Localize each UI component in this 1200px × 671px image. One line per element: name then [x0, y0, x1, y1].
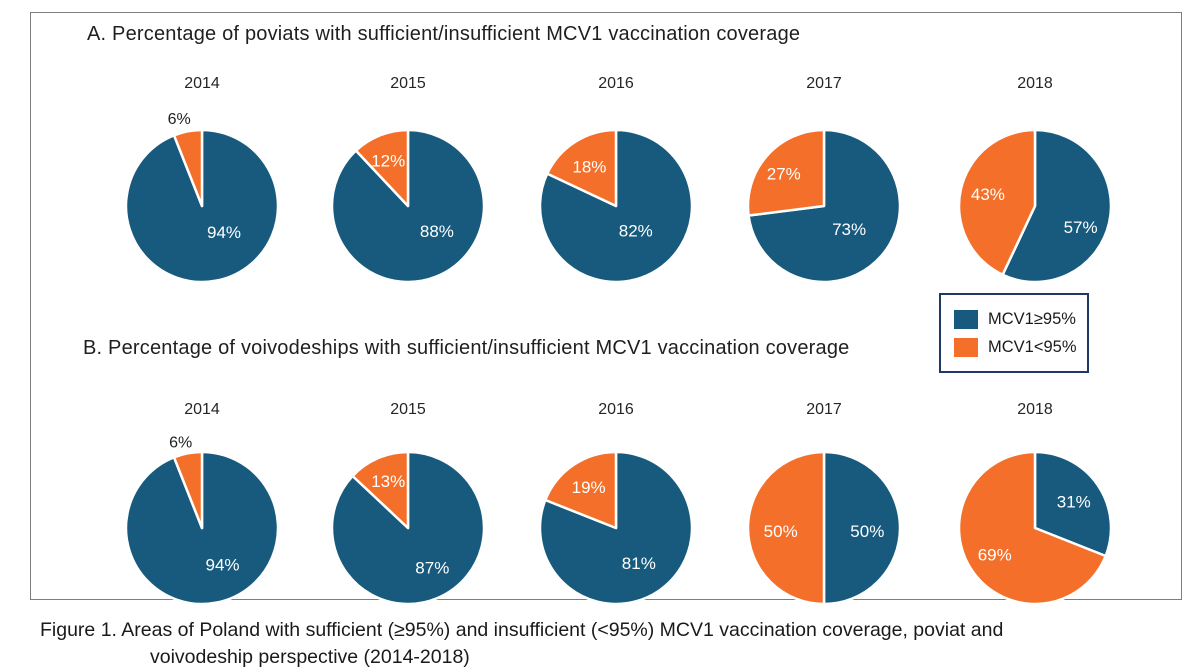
slice-label-sufficient-a-2017: 73%	[832, 220, 866, 239]
pie-chart-a-2018: 57% 43%	[957, 128, 1113, 284]
year-label-a-2018: 2018	[1017, 75, 1053, 92]
slice-label-insufficient-a-2017: 27%	[767, 164, 801, 183]
slice-insufficient-a-2015	[354, 128, 410, 208]
slice-label-insufficient-b-2018: 69%	[978, 546, 1012, 565]
slice-label-insufficient-a-2014: 6%	[168, 111, 191, 128]
slice-insufficient-a-2014	[172, 128, 204, 208]
legend: MCV1≥95% MCV1<95%	[939, 293, 1089, 373]
pie-chart-a-2015: 88% 12%	[330, 128, 486, 284]
slice-insufficient-b-2015	[351, 450, 410, 530]
pie-chart-b-2014: 94% 6%	[124, 435, 280, 606]
slice-label-sufficient-a-2014: 94%	[207, 223, 241, 242]
caption-line-2: voivodeship perspective (2014-2018)	[150, 646, 470, 668]
slice-label-sufficient-b-2014: 94%	[206, 555, 240, 574]
slice-sufficient-a-2018	[1001, 128, 1113, 284]
year-label-b-2017: 2017	[806, 401, 842, 418]
slice-label-insufficient-b-2014: 6%	[169, 435, 192, 452]
slice-insufficient-b-2018	[957, 450, 1107, 606]
panel-a-title: A. Percentage of poviats with sufficient…	[87, 23, 801, 45]
legend-item-sufficient: MCV1≥95%	[954, 309, 1087, 329]
slice-label-insufficient-b-2016: 19%	[572, 478, 606, 497]
year-label-a-2016: 2016	[598, 75, 634, 92]
year-label-a-2017: 2017	[806, 75, 842, 92]
year-label-b-2016: 2016	[598, 401, 634, 418]
slice-insufficient-a-2017	[746, 128, 826, 217]
panel-b-title: B. Percentage of voivodeships with suffi…	[83, 337, 850, 359]
pie-chart-a-2017: 73% 27%	[746, 128, 902, 284]
pie-chart-b-2018: 31% 69%	[957, 450, 1113, 606]
slice-insufficient-a-2016	[545, 128, 618, 208]
slice-label-sufficient-a-2015: 88%	[420, 222, 454, 241]
slice-label-insufficient-a-2018: 43%	[971, 185, 1005, 204]
slice-label-sufficient-a-2016: 82%	[619, 221, 653, 240]
caption-line-1: Figure 1. Areas of Poland with sufficien…	[40, 619, 1004, 641]
year-label-b-2014: 2014	[184, 401, 220, 418]
year-label-b-2015: 2015	[390, 401, 426, 418]
slice-sufficient-b-2017	[822, 450, 902, 606]
slice-label-insufficient-b-2017: 50%	[764, 522, 798, 541]
slice-sufficient-b-2018	[1033, 450, 1113, 558]
pie-chart-a-2014: 94% 6%	[124, 111, 280, 284]
slice-label-sufficient-b-2018: 31%	[1057, 492, 1091, 511]
slice-sufficient-b-2016	[538, 450, 694, 606]
year-label-a-2014: 2014	[184, 75, 220, 92]
pie-chart-b-2017: 50% 50%	[746, 450, 902, 606]
legend-swatch-sufficient	[954, 309, 978, 329]
year-label-b-2018: 2018	[1017, 401, 1053, 418]
figure-caption: Figure 1. Areas of Poland with sufficien…	[40, 617, 1003, 671]
pie-chart-a-2016: 82% 18%	[538, 128, 694, 284]
slice-label-sufficient-b-2015: 87%	[415, 558, 449, 577]
slice-insufficient-b-2016	[544, 450, 618, 530]
year-label-a-2015: 2015	[390, 75, 426, 92]
slice-label-sufficient-a-2018: 57%	[1064, 218, 1098, 237]
slice-sufficient-b-2015	[330, 450, 486, 606]
slice-insufficient-a-2018	[957, 128, 1037, 277]
legend-label-sufficient: MCV1≥95%	[988, 309, 1076, 328]
slice-label-insufficient-a-2015: 12%	[371, 151, 405, 170]
slice-label-insufficient-a-2016: 18%	[572, 157, 606, 176]
slice-insufficient-b-2017	[746, 450, 826, 606]
slice-label-sufficient-b-2016: 81%	[622, 554, 656, 573]
chart-frame: A. Percentage of poviats with sufficient…	[30, 12, 1182, 606]
legend-swatch-insufficient	[954, 337, 978, 357]
slice-label-sufficient-b-2017: 50%	[850, 522, 884, 541]
pie-chart-b-2016: 81% 19%	[538, 450, 694, 606]
slice-label-insufficient-b-2015: 13%	[371, 472, 405, 491]
pie-chart-b-2015: 87% 13%	[330, 450, 486, 606]
legend-item-insufficient: MCV1<95%	[954, 337, 1087, 357]
slice-insufficient-b-2014	[172, 450, 204, 530]
legend-label-insufficient: MCV1<95%	[988, 337, 1077, 356]
